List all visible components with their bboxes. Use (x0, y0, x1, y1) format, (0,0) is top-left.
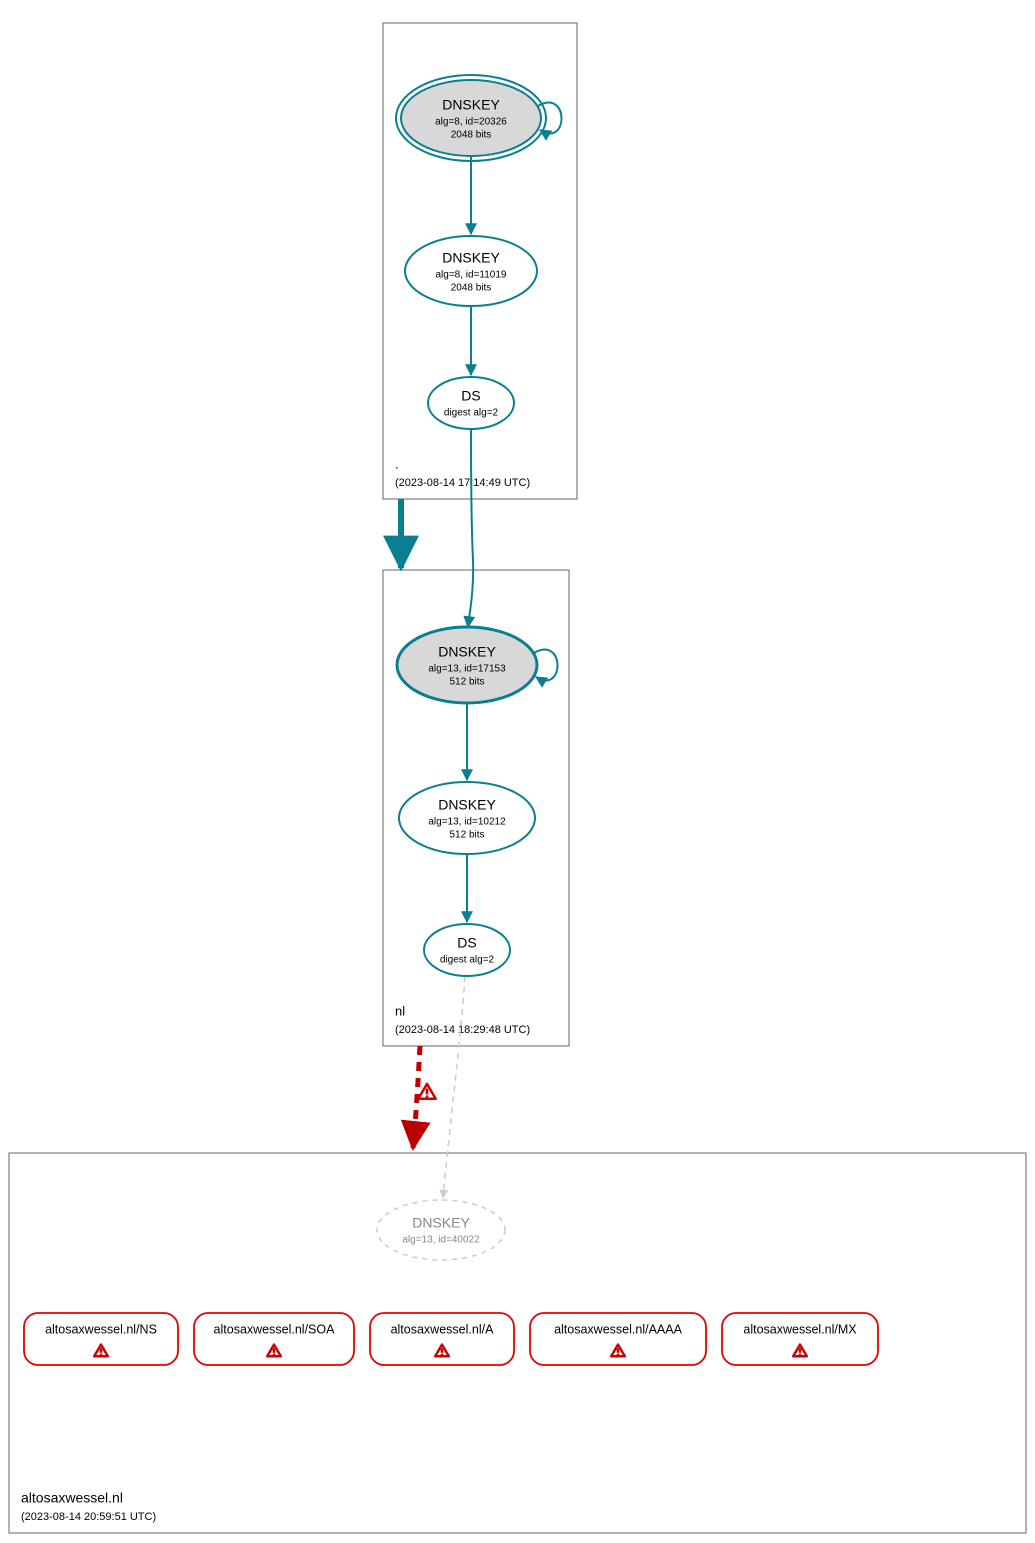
node-title: DNSKEY (442, 250, 500, 266)
zone-timestamp: (2023-08-14 18:29:48 UTC) (395, 1024, 530, 1036)
node-sub1: alg=13, id=17153 (428, 664, 506, 675)
edge (443, 976, 465, 1198)
edge (468, 429, 473, 627)
zone-timestamp: (2023-08-14 20:59:51 UTC) (21, 1511, 156, 1523)
node-nl-ds: DS digest alg=2 (424, 924, 510, 976)
node-sub1: digest alg=2 (444, 408, 499, 419)
node-sub2: 512 bits (449, 830, 484, 841)
node-nl-ksk: DNSKEY alg=13, id=17153 512 bits (397, 627, 558, 703)
node-leaf-dnskey: DNSKEY alg=13, id=40022 (377, 1200, 505, 1260)
node-title: DNSKEY (442, 97, 500, 113)
rrset-label: altosaxwessel.nl/MX (743, 1322, 857, 1336)
node-root-ksk: DNSKEY alg=8, id=20326 2048 bits (396, 75, 562, 161)
rrset-label: altosaxwessel.nl/A (391, 1322, 494, 1336)
rrset-box: altosaxwessel.nl/AAAA (530, 1313, 706, 1365)
zone-timestamp: (2023-08-14 17:14:49 UTC) (395, 477, 530, 489)
node-sub1: alg=13, id=10212 (428, 817, 506, 828)
node-sub1: alg=8, id=11019 (436, 270, 507, 281)
node-root-ds: DS digest alg=2 (428, 377, 514, 429)
node-sub1: digest alg=2 (440, 955, 495, 966)
zone-label: nl (395, 1003, 405, 1018)
node-nl-zsk: DNSKEY alg=13, id=10212 512 bits (399, 782, 535, 854)
node-sub2: 2048 bits (451, 283, 492, 294)
zone-label: . (395, 456, 399, 471)
zone-label: altosaxwessel.nl (21, 1490, 123, 1506)
node-root-zsk: DNSKEY alg=8, id=11019 2048 bits (405, 236, 537, 306)
node-title: DS (461, 388, 480, 404)
rrset-box: altosaxwessel.nl/A (370, 1313, 514, 1365)
rrset-box: altosaxwessel.nl/SOA (194, 1313, 354, 1365)
node-title: DNSKEY (412, 1215, 470, 1231)
node-sub1: alg=8, id=20326 (435, 117, 507, 128)
node-sub2: 512 bits (449, 677, 484, 688)
node-sub2: 2048 bits (451, 130, 492, 141)
dnssec-chain-diagram: . (2023-08-14 17:14:49 UTC) nl (2023-08-14 … (0, 0, 1035, 1543)
node-title: DNSKEY (438, 644, 496, 660)
node-sub1: alg=13, id=40022 (402, 1235, 480, 1246)
node-title: DNSKEY (438, 797, 496, 813)
rrset-label: altosaxwessel.nl/SOA (214, 1322, 336, 1336)
warning-icon (418, 1084, 435, 1099)
rrset-box: altosaxwessel.nl/NS (24, 1313, 178, 1365)
node-title: DS (457, 935, 476, 951)
rrset-box: altosaxwessel.nl/MX (722, 1313, 878, 1365)
rrset-label: altosaxwessel.nl/AAAA (554, 1322, 683, 1336)
rrset-label: altosaxwessel.nl/NS (45, 1322, 157, 1336)
